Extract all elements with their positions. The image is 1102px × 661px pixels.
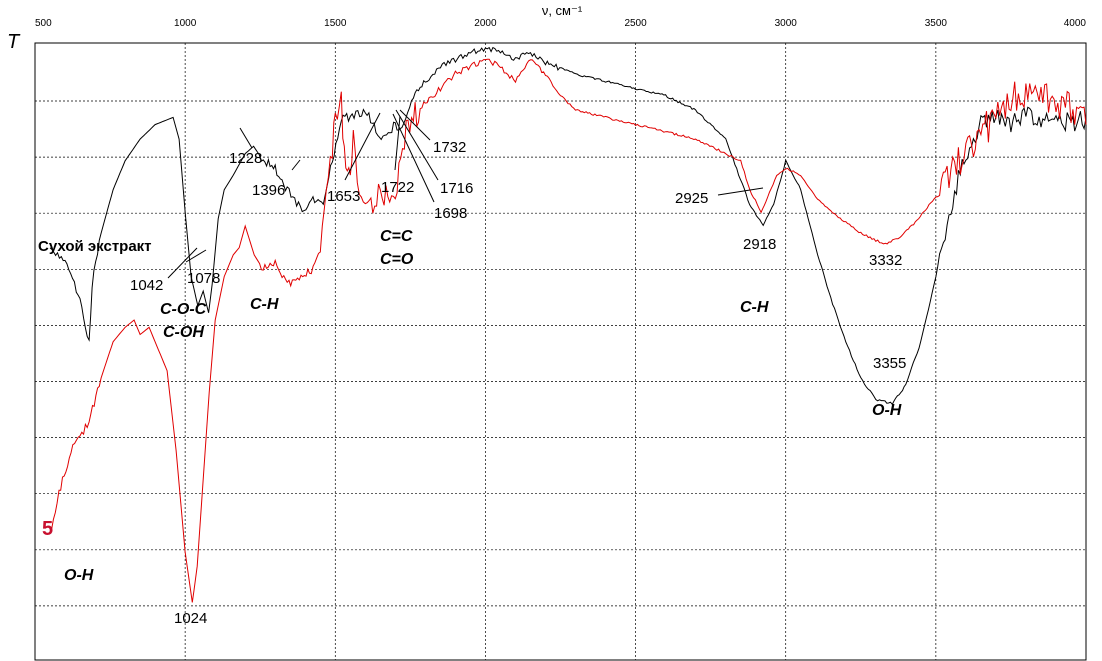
- y-axis-title: T: [7, 31, 21, 53]
- group-label-c-h-right: C-H: [740, 299, 769, 316]
- peak-label-2918: 2918: [743, 236, 776, 253]
- x-axis-ticks: 500 1000 1500 2000 2500 3000 3500 4000: [35, 18, 1086, 29]
- peak-label-1228: 1228: [229, 150, 262, 167]
- grid-horizontal: [35, 100, 1086, 607]
- peak-label-1716: 1716: [440, 180, 473, 197]
- peak-label-3355: 3355: [873, 355, 906, 372]
- series-line-dry-extract: [49, 46, 1087, 406]
- group-label-c-o-c: C-O-C: [160, 301, 207, 318]
- peak-label-1722: 1722: [381, 179, 414, 196]
- peak-label-1732: 1732: [433, 139, 466, 156]
- peak-label-2925: 2925: [675, 190, 708, 207]
- peak-label-1653: 1653: [327, 188, 360, 205]
- series-line-sample-5: [51, 58, 1087, 603]
- grid-vertical: [184, 43, 937, 660]
- peak-label-3332: 3332: [869, 252, 902, 269]
- plot-area: [34, 42, 1087, 661]
- x-tick-label-1500: 1500: [324, 18, 347, 29]
- group-label-o-h-left: O-H: [64, 567, 94, 584]
- x-tick-label-3500: 3500: [925, 18, 948, 29]
- x-tick-label-500: 500: [35, 18, 52, 29]
- peak-label-1078: 1078: [187, 270, 220, 287]
- peak-label-1042: 1042: [130, 277, 163, 294]
- x-tick-label-2000: 2000: [474, 18, 497, 29]
- x-tick-label-4000: 4000: [1064, 18, 1087, 29]
- peak-label-1698: 1698: [434, 205, 467, 222]
- series-label-5: 5: [42, 518, 53, 540]
- x-tick-label-3000: 3000: [775, 18, 798, 29]
- group-label-c-oh: C-OH: [163, 324, 204, 341]
- x-tick-label-2500: 2500: [624, 18, 647, 29]
- x-axis-title: ν, см⁻¹: [542, 3, 583, 18]
- group-label-c-h-left: C-H: [250, 296, 279, 313]
- series-label-dry-extract: Сухой экстракт: [38, 238, 152, 255]
- x-tick-label-1000: 1000: [174, 18, 197, 29]
- peak-label-1024: 1024: [174, 610, 207, 627]
- group-label-c-c: C=C: [380, 228, 413, 245]
- group-label-c-o: C=O: [380, 251, 414, 268]
- group-label-o-h-right: O-H: [872, 402, 902, 419]
- peak-label-1396: 1396: [252, 182, 285, 199]
- peak-leader-lines: [167, 109, 764, 279]
